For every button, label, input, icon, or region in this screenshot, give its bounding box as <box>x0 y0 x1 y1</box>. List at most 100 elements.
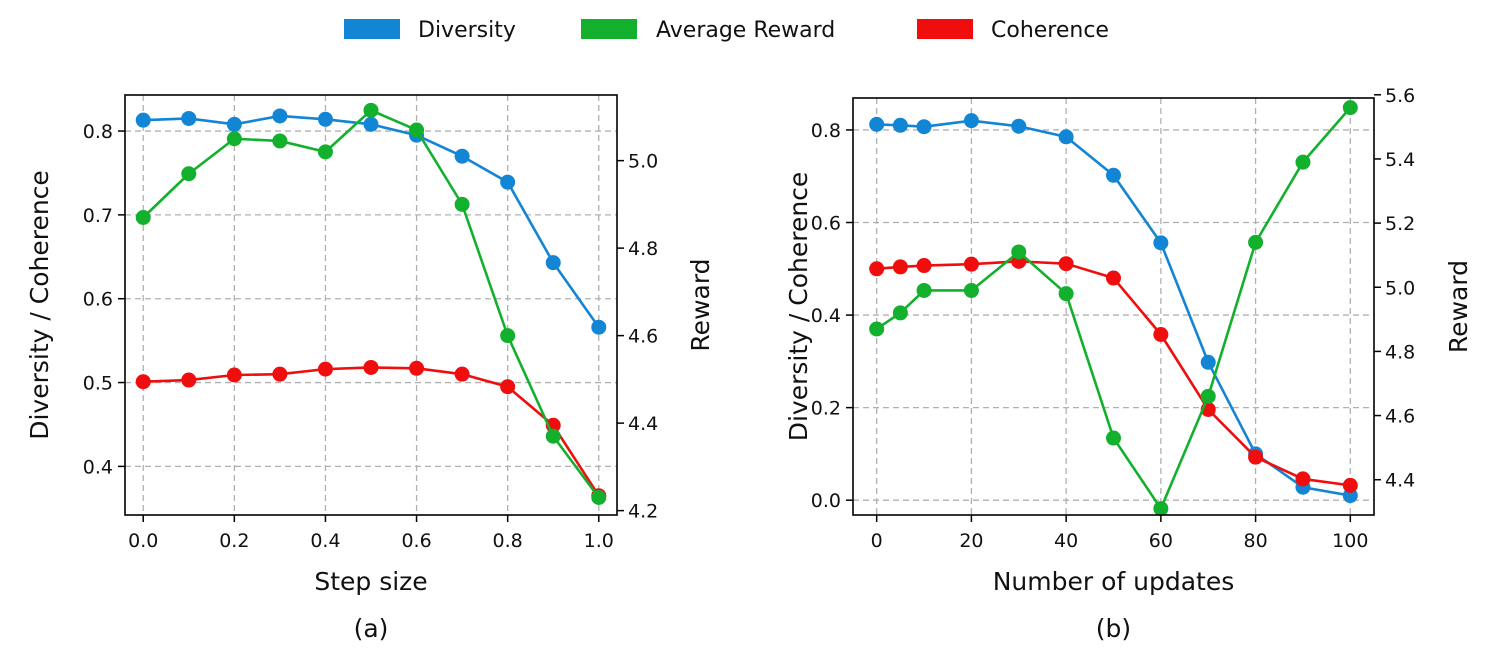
y2-tick-label: 5.0 <box>1385 277 1415 299</box>
data-point-diversity <box>1200 354 1216 370</box>
y2-tick-label: 5.0 <box>628 151 658 173</box>
data-point-average-reward <box>181 166 197 182</box>
panel-a: 0.0 0.2 0.4 0.6 0.8 1.0 0.4 0.5 0.6 0.7 0.8 4.2 4.4 4… <box>25 94 715 643</box>
legend-swatch <box>344 19 400 39</box>
x-tick-label: 0.0 <box>128 530 158 552</box>
data-point-average-reward <box>1200 388 1216 404</box>
data-point-average-reward <box>1106 430 1121 446</box>
y-tick-label: 0.6 <box>811 212 841 234</box>
data-point-diversity <box>363 116 379 132</box>
x-axis-title: Number of updates <box>993 567 1235 596</box>
series-line-average-reward <box>875 106 1352 510</box>
legend-label: Average Reward <box>656 18 835 43</box>
data-point-coherence <box>363 359 379 375</box>
data-point-coherence <box>916 258 932 274</box>
data-point-coherence <box>1058 256 1074 272</box>
y2-tick-label: 4.6 <box>1385 406 1415 428</box>
x-tick-label: 100 <box>1332 530 1368 552</box>
legend-label: Coherence <box>991 18 1109 43</box>
x-tick-label: 40 <box>1054 530 1078 552</box>
y2-tick-label: 4.4 <box>628 413 658 435</box>
data-point-diversity <box>181 110 197 126</box>
data-point-diversity <box>454 148 470 164</box>
data-point-average-reward <box>409 122 425 138</box>
data-point-average-reward <box>591 490 607 505</box>
data-point-diversity <box>591 319 607 335</box>
data-point-diversity <box>500 174 516 190</box>
y-axis-title: Diversity / Coherence <box>784 172 813 442</box>
y-tick-label: 0.8 <box>83 121 113 143</box>
y2-tick-label: 4.8 <box>1385 341 1415 363</box>
data-point-average-reward <box>1342 100 1358 116</box>
y2-tick-label: 5.6 <box>1385 85 1415 107</box>
data-point-average-reward <box>1153 501 1169 517</box>
x-axis-title: Step size <box>314 567 427 596</box>
data-point-diversity <box>545 255 561 271</box>
panel-caption: (b) <box>1096 614 1131 643</box>
data-point-coherence <box>135 374 151 390</box>
series-line-diversity <box>143 114 600 328</box>
x-tick-label: 60 <box>1149 530 1173 552</box>
y2-axis-title: Reward <box>1444 260 1473 353</box>
y-tick-label: 0.4 <box>811 305 841 327</box>
data-point-average-reward <box>1248 234 1264 250</box>
data-point-average-reward <box>226 131 242 147</box>
legend-swatch <box>581 19 637 39</box>
y2-tick-label: 4.2 <box>628 501 658 523</box>
y-tick-label: 0.2 <box>811 398 841 420</box>
y-tick-label: 0.0 <box>811 490 841 512</box>
data-point-coherence <box>317 361 333 377</box>
x-tick-label: 20 <box>959 530 983 552</box>
x-tick-label: 0 <box>871 530 883 552</box>
data-point-average-reward <box>1058 286 1074 302</box>
data-point-coherence <box>1106 270 1121 286</box>
data-point-diversity <box>916 119 932 135</box>
series-line-coherence <box>876 260 1351 487</box>
data-point-diversity <box>317 111 333 127</box>
data-point-diversity <box>135 112 151 128</box>
data-point-coherence <box>1153 327 1169 343</box>
data-point-diversity <box>869 116 885 132</box>
y-tick-label: 0.4 <box>83 456 113 478</box>
data-point-coherence <box>869 261 885 277</box>
data-point-coherence <box>500 379 516 395</box>
data-point-coherence <box>272 366 288 382</box>
y-axis-title: Diversity / Coherence <box>25 170 54 440</box>
data-point-diversity <box>963 113 979 129</box>
data-point-average-reward <box>272 133 288 149</box>
legend: Diversity Average Reward Coherence <box>344 18 1109 43</box>
x-tick-label: 0.2 <box>219 530 249 552</box>
data-point-diversity <box>1153 235 1169 251</box>
data-point-average-reward <box>135 210 151 225</box>
data-point-average-reward <box>869 321 885 337</box>
data-point-coherence <box>409 360 425 376</box>
x-tick-label: 80 <box>1243 530 1267 552</box>
data-point-average-reward <box>454 196 470 212</box>
data-point-diversity <box>1011 118 1027 134</box>
data-point-average-reward <box>500 328 516 344</box>
data-point-coherence <box>181 372 197 388</box>
x-tick-label: 1.0 <box>584 530 614 552</box>
series-line-average-reward <box>142 109 600 499</box>
panel-caption: (a) <box>354 614 389 643</box>
data-point-average-reward <box>1295 154 1311 170</box>
data-point-average-reward <box>1011 244 1027 260</box>
plot-frame <box>124 94 618 516</box>
data-point-coherence <box>1248 449 1264 465</box>
data-point-diversity <box>226 116 242 132</box>
data-point-average-reward <box>545 428 561 444</box>
x-tick-label: 0.4 <box>310 530 340 552</box>
y2-tick-label: 4.8 <box>628 238 658 260</box>
y2-tick-label: 4.6 <box>628 326 658 348</box>
y-tick-label: 0.8 <box>811 120 841 142</box>
data-point-diversity <box>1058 129 1074 145</box>
y2-tick-label: 4.4 <box>1385 470 1415 492</box>
panel-b: 0 20 40 60 80 100 0.0 0.2 0.4 0.6 0.8 4.4 4.6 4.8 5.0 5… <box>784 85 1473 643</box>
x-tick-label: 0.8 <box>493 530 523 552</box>
y2-tick-label: 5.2 <box>1385 213 1415 235</box>
y2-tick-label: 5.4 <box>1385 149 1415 171</box>
plot-frame <box>852 97 1375 516</box>
legend-label: Diversity <box>418 18 516 43</box>
x-tick-label: 0.6 <box>401 530 431 552</box>
